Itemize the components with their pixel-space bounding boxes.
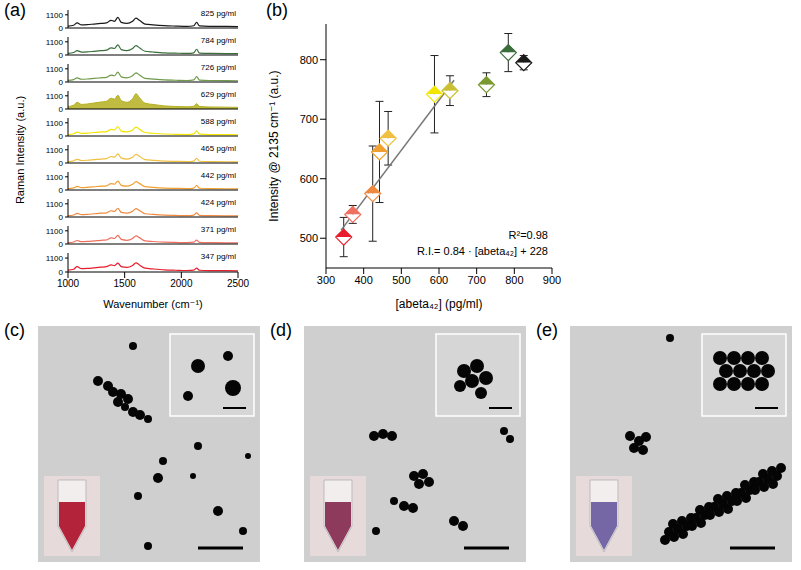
html-text:825 pg/ml: 825 pg/ml: [200, 9, 236, 18]
svg-text:0: 0: [59, 51, 64, 60]
html-text:465 pg/ml: 465 pg/ml: [200, 144, 236, 153]
svg-text:0: 0: [59, 213, 64, 222]
svg-text:2500: 2500: [227, 278, 250, 289]
html-text:629 pg/ml: 629 pg/ml: [200, 90, 236, 99]
html-text:(a): (a): [4, 0, 26, 20]
svg-text:0: 0: [59, 268, 64, 277]
html-text:(b): (b): [266, 0, 288, 20]
svg-text:500: 500: [300, 232, 318, 244]
html-text:R²=0.98: R²=0.98: [508, 229, 548, 242]
svg-text:1100: 1100: [46, 92, 64, 101]
svg-text:1100: 1100: [46, 173, 64, 182]
svg-text:Wavenumber (cm⁻¹): Wavenumber (cm⁻¹): [103, 298, 203, 310]
svg-text:1100: 1100: [46, 38, 64, 47]
svg-text:1100: 1100: [46, 254, 64, 263]
svg-text:0: 0: [59, 78, 64, 87]
html-text:424 pg/ml: 424 pg/ml: [200, 198, 236, 207]
svg-text:700: 700: [467, 274, 485, 286]
svg-text:300: 300: [317, 274, 335, 286]
html-text:Raman Intensity (a.u.): Raman Intensity (a.u.): [14, 95, 26, 205]
html-text:442 pg/ml: 442 pg/ml: [200, 171, 236, 180]
html-text:371 pg/ml: 371 pg/ml: [200, 225, 236, 234]
html-text:(d): (d): [270, 320, 292, 340]
svg-text:1000: 1000: [57, 278, 80, 289]
html-text:347 pg/ml: 347 pg/ml: [200, 252, 236, 261]
svg-text:1100: 1100: [46, 65, 64, 74]
svg-text:600: 600: [300, 173, 318, 185]
svg-text:0: 0: [59, 105, 64, 114]
svg-text:500: 500: [392, 274, 410, 286]
svg-text:0: 0: [59, 186, 64, 195]
html-text:R.I.= 0.84 · [abeta₄₂] + 228: R.I.= 0.84 · [abeta₄₂] + 228: [416, 245, 548, 258]
svg-text:800: 800: [300, 54, 318, 66]
svg-text:0: 0: [59, 24, 64, 33]
svg-text:1100: 1100: [46, 200, 64, 209]
svg-text:0: 0: [59, 132, 64, 141]
html-text:726 pg/ml: 726 pg/ml: [200, 63, 236, 72]
svg-text:800: 800: [505, 274, 523, 286]
svg-text:1100: 1100: [46, 11, 64, 20]
svg-text:2000: 2000: [170, 278, 193, 289]
svg-text:0: 0: [59, 159, 64, 168]
svg-text:400: 400: [354, 274, 372, 286]
svg-text:1100: 1100: [46, 227, 64, 236]
svg-text:1500: 1500: [114, 278, 137, 289]
svg-text:0: 0: [59, 240, 64, 249]
html-text:784 pg/ml: 784 pg/ml: [200, 36, 236, 45]
svg-text:Intensity @ 2135 cm⁻¹ (a.u.): Intensity @ 2135 cm⁻¹ (a.u.): [268, 70, 281, 221]
html-text:(e): (e): [536, 320, 558, 340]
html-text:(c): (c): [4, 320, 25, 340]
svg-text:[abeta₄₂] (pg/ml): [abeta₄₂] (pg/ml): [396, 297, 483, 311]
html-text:588 pg/ml: 588 pg/ml: [200, 117, 236, 126]
svg-text:700: 700: [300, 113, 318, 125]
svg-text:1100: 1100: [46, 119, 64, 128]
svg-text:900: 900: [543, 274, 561, 286]
svg-text:600: 600: [430, 274, 448, 286]
svg-text:1100: 1100: [46, 146, 64, 155]
